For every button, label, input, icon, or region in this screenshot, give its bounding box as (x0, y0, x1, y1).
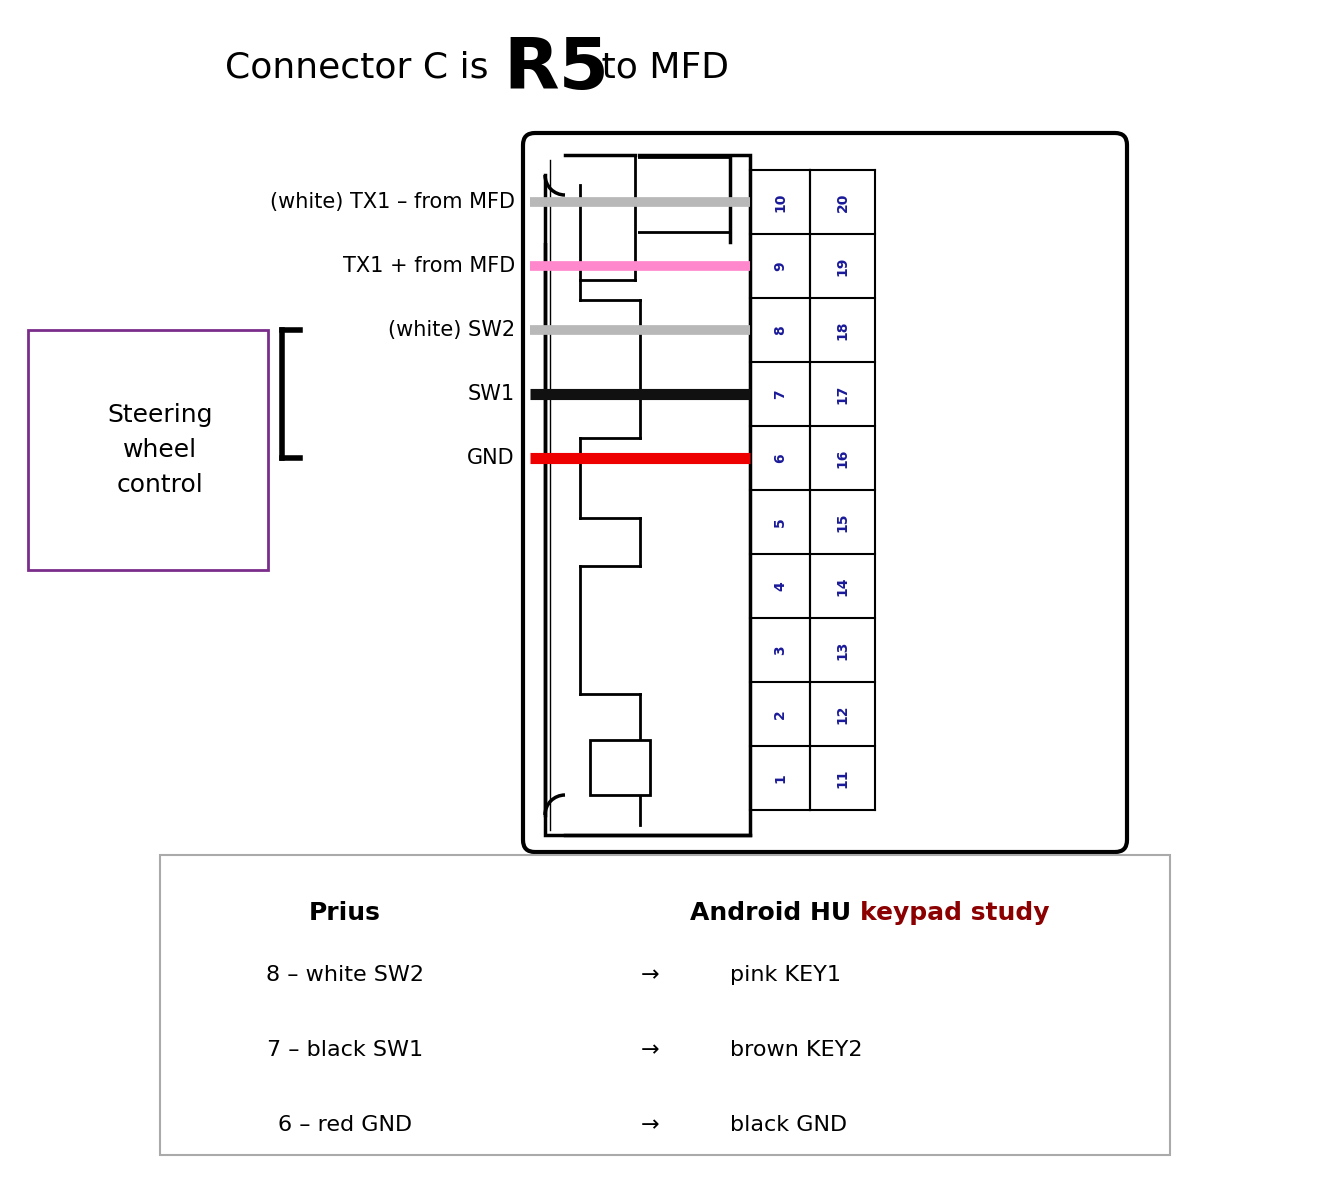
Bar (635, 157, 730, 232)
Text: 3: 3 (773, 646, 787, 655)
Text: 19: 19 (836, 257, 850, 276)
Text: Android HU: Android HU (690, 901, 860, 925)
Text: →: → (641, 1040, 659, 1060)
Text: 1: 1 (773, 773, 787, 782)
Text: 15: 15 (836, 512, 850, 532)
Text: 8: 8 (773, 325, 787, 335)
Text: (white) TX1 – from MFD: (white) TX1 – from MFD (269, 192, 515, 212)
Text: 11: 11 (836, 768, 850, 787)
Text: 6: 6 (773, 454, 787, 463)
Text: black GND: black GND (730, 1115, 847, 1135)
Text: 8 – white SW2: 8 – white SW2 (267, 965, 423, 985)
Text: brown KEY2: brown KEY2 (730, 1040, 863, 1060)
Text: 6 – red GND: 6 – red GND (277, 1115, 413, 1135)
Bar (28, 330, 268, 570)
Text: pink KEY1: pink KEY1 (730, 965, 842, 985)
Text: →: → (641, 965, 659, 985)
Text: 7 – black SW1: 7 – black SW1 (267, 1040, 423, 1060)
Text: 14: 14 (836, 576, 850, 595)
Text: TX1 + from MFD: TX1 + from MFD (343, 256, 515, 276)
Text: 17: 17 (836, 384, 850, 403)
FancyBboxPatch shape (537, 146, 638, 242)
Text: 7: 7 (773, 389, 787, 398)
Text: Prius: Prius (310, 901, 381, 925)
Text: R5: R5 (502, 36, 608, 104)
Text: Steering
wheel
control: Steering wheel control (107, 403, 213, 497)
FancyBboxPatch shape (523, 133, 1127, 852)
Bar (590, 740, 650, 794)
Bar (545, 155, 750, 835)
Bar (159, 854, 1170, 1154)
Text: GND: GND (468, 448, 515, 468)
Text: →: → (641, 1115, 659, 1135)
Text: keypad study: keypad study (860, 901, 1049, 925)
Text: 18: 18 (836, 320, 850, 340)
Text: 5: 5 (773, 517, 787, 527)
Text: 20: 20 (836, 192, 850, 211)
Text: 9: 9 (773, 262, 787, 271)
Text: 10: 10 (773, 192, 787, 211)
Text: to MFD: to MFD (590, 50, 729, 85)
Text: 2: 2 (773, 709, 787, 719)
Text: 4: 4 (773, 581, 787, 590)
Text: (white) SW2: (white) SW2 (387, 320, 515, 340)
Text: 12: 12 (836, 704, 850, 724)
Text: Connector C is: Connector C is (225, 50, 500, 85)
Text: 16: 16 (836, 449, 850, 468)
Text: 13: 13 (836, 641, 850, 660)
Text: SW1: SW1 (468, 384, 515, 404)
